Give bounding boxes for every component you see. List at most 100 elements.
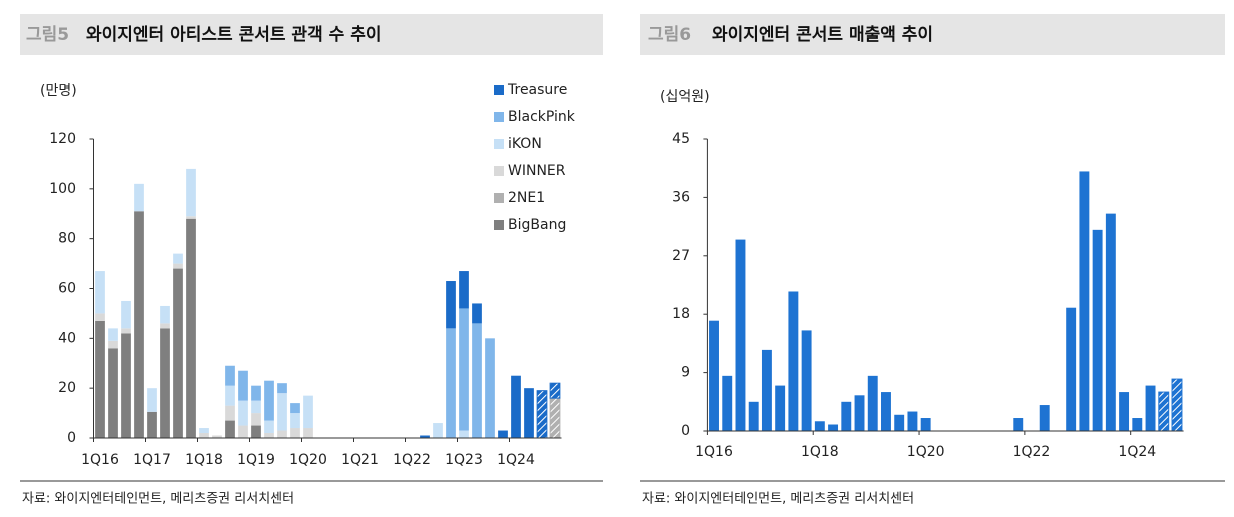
bar bbox=[238, 400, 248, 426]
bar bbox=[1092, 229, 1103, 431]
bar bbox=[251, 400, 261, 414]
x-tick-label: 1Q16 bbox=[695, 444, 733, 460]
y-tick-label: 36 bbox=[672, 189, 690, 205]
bar bbox=[277, 430, 287, 438]
bar bbox=[459, 430, 469, 438]
bar bbox=[290, 428, 300, 438]
bar bbox=[199, 428, 209, 434]
bar bbox=[907, 411, 918, 431]
unit-label: (십억원) bbox=[660, 89, 710, 105]
bar bbox=[225, 385, 235, 406]
bar bbox=[788, 291, 799, 431]
bar bbox=[290, 413, 300, 429]
bar bbox=[881, 392, 891, 431]
y-tick-label: 9 bbox=[681, 365, 690, 381]
bar bbox=[186, 216, 196, 219]
y-tick-label: 100 bbox=[49, 181, 76, 197]
y-tick-label: 20 bbox=[58, 380, 76, 396]
x-tick-label: 1Q24 bbox=[1118, 444, 1156, 460]
bar bbox=[134, 211, 144, 438]
bar bbox=[549, 397, 561, 439]
bar bbox=[95, 320, 105, 438]
bar bbox=[277, 383, 287, 394]
x-tick-label: 1Q21 bbox=[341, 452, 379, 468]
bar bbox=[709, 320, 719, 431]
bar bbox=[511, 375, 521, 438]
legend-label: iKON bbox=[508, 136, 542, 152]
legend-label: WINNER bbox=[508, 163, 566, 179]
x-tick-label: 1Q22 bbox=[393, 452, 431, 468]
bar bbox=[121, 333, 131, 438]
bar bbox=[108, 348, 118, 438]
bar bbox=[1158, 391, 1170, 432]
x-tick-label: 1Q18 bbox=[185, 452, 223, 468]
bar bbox=[420, 435, 430, 438]
legend-label: BigBang bbox=[508, 217, 566, 233]
bar bbox=[761, 349, 772, 431]
bar bbox=[867, 375, 878, 431]
legend-label: Treasure bbox=[507, 82, 567, 98]
header-bar bbox=[640, 14, 1225, 55]
bar bbox=[108, 340, 118, 349]
figure-label: 그림6 bbox=[648, 25, 691, 45]
bar bbox=[303, 428, 313, 438]
bar bbox=[160, 305, 170, 324]
bar bbox=[854, 395, 865, 431]
bar bbox=[277, 393, 287, 431]
bar bbox=[160, 323, 170, 329]
bar bbox=[173, 253, 183, 264]
bar bbox=[147, 388, 157, 412]
bar bbox=[238, 370, 248, 401]
bar bbox=[95, 271, 105, 314]
bar bbox=[173, 268, 183, 438]
bar bbox=[95, 313, 105, 321]
chart-title: 와이지엔터 아티스트 콘서트 관객 수 추이 bbox=[86, 25, 381, 45]
legend-swatch bbox=[494, 193, 504, 203]
bar bbox=[920, 418, 931, 431]
bar bbox=[485, 338, 495, 438]
source: 자료: 와이지엔터테인먼트, 메리츠증권 리서치센터 bbox=[642, 492, 914, 507]
bar bbox=[212, 435, 222, 438]
bar bbox=[433, 423, 443, 438]
bar bbox=[1171, 378, 1183, 432]
x-tick-label: 1Q20 bbox=[907, 444, 945, 460]
bar bbox=[446, 281, 456, 329]
bar bbox=[303, 395, 313, 429]
bar bbox=[1039, 405, 1050, 431]
y-tick-label: 27 bbox=[672, 248, 690, 264]
x-tick-label: 1Q18 bbox=[801, 444, 839, 460]
bar bbox=[225, 405, 235, 421]
y-tick-label: 120 bbox=[49, 131, 76, 147]
bar bbox=[264, 420, 274, 434]
bar bbox=[801, 330, 812, 431]
bar bbox=[472, 323, 482, 438]
bar bbox=[472, 303, 482, 324]
bar bbox=[722, 375, 733, 431]
x-tick-label: 1Q24 bbox=[497, 452, 535, 468]
bar bbox=[290, 403, 300, 414]
bar bbox=[814, 421, 825, 431]
bar bbox=[186, 218, 196, 438]
bar bbox=[1105, 213, 1116, 431]
header-bar bbox=[20, 14, 603, 55]
bar bbox=[160, 328, 170, 438]
legend-label: BlackPink bbox=[508, 109, 576, 125]
x-tick-label: 1Q16 bbox=[81, 452, 119, 468]
unit-label: (만명) bbox=[40, 83, 77, 99]
x-tick-label: 1Q20 bbox=[289, 452, 327, 468]
y-tick-label: 0 bbox=[67, 430, 76, 446]
bar bbox=[186, 168, 196, 217]
bar bbox=[748, 401, 759, 431]
y-tick-label: 60 bbox=[58, 281, 76, 297]
bar bbox=[735, 239, 746, 431]
x-tick-label: 1Q23 bbox=[445, 452, 483, 468]
bar bbox=[251, 385, 261, 401]
bar bbox=[251, 425, 261, 438]
bar bbox=[251, 413, 261, 426]
bar bbox=[134, 183, 144, 212]
bar bbox=[121, 328, 131, 334]
bar bbox=[498, 430, 508, 438]
bar bbox=[264, 380, 274, 421]
y-tick-label: 0 bbox=[681, 423, 690, 439]
